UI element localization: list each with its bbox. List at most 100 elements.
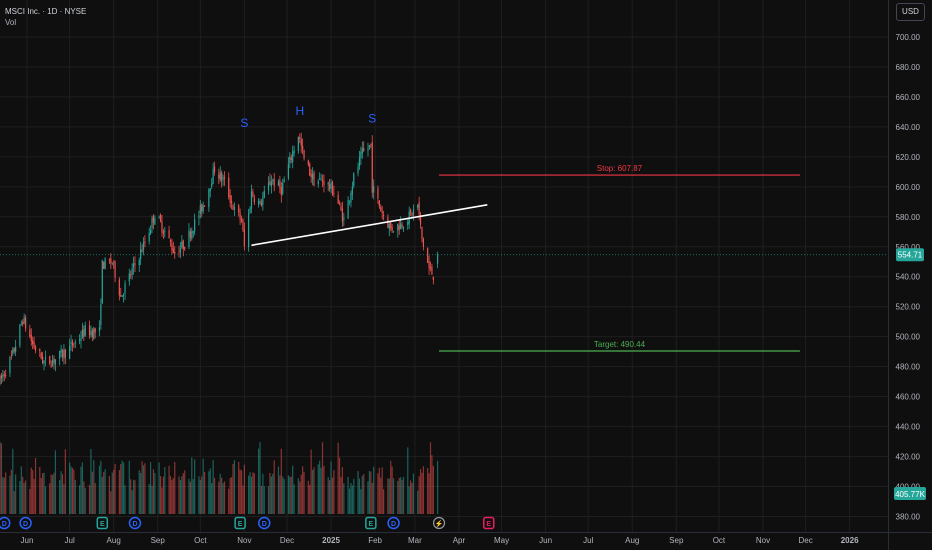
candle-body [131, 268, 133, 275]
dividend-marker[interactable] [387, 516, 400, 530]
volume-bar [418, 476, 420, 514]
earnings-marker[interactable] [365, 516, 377, 530]
candles [0, 132, 439, 386]
volume-bar [39, 466, 41, 514]
target-level-label: Target: 490.44 [594, 340, 646, 349]
volume-bar [161, 487, 163, 514]
volume-bar [259, 442, 261, 514]
volume-bar [158, 462, 160, 514]
candle-body [238, 205, 240, 213]
candle-body [33, 342, 35, 348]
volume-bar [151, 485, 153, 514]
price-tick-label: 480.00 [896, 363, 921, 372]
time-tick-label: 2025 [322, 536, 340, 545]
volume-bar [53, 472, 55, 514]
volume-bar [327, 477, 329, 514]
candle-body [179, 248, 182, 253]
candle-body [427, 248, 429, 263]
candle-body [32, 340, 34, 344]
candle-body [104, 258, 106, 269]
time-tick-label: Aug [625, 536, 639, 545]
upcoming-earnings-marker-label: E [486, 521, 491, 528]
candle-body [169, 240, 172, 243]
dividend-marker[interactable] [128, 516, 142, 530]
candle-body [398, 225, 400, 230]
volume-bar [198, 476, 200, 514]
candle-body [29, 329, 31, 337]
volume-bar [309, 484, 311, 514]
volume-bar [287, 475, 290, 514]
volume-bar [368, 471, 371, 514]
candle-body [240, 219, 243, 222]
volume-bar [141, 461, 143, 514]
candle-body [361, 148, 363, 154]
volume-bar [0, 443, 3, 514]
upcoming-earnings-marker[interactable] [483, 516, 495, 530]
dividend-marker[interactable] [19, 516, 32, 530]
volume-bar [42, 473, 44, 514]
news-marker[interactable] [432, 516, 446, 530]
candle-body [142, 241, 145, 250]
candle-body [350, 193, 352, 203]
volume-bar [313, 467, 315, 514]
volume-bar [431, 455, 433, 514]
candle-body [283, 179, 285, 183]
volume-bar [13, 491, 15, 514]
price-tick-label: 680.00 [896, 63, 921, 72]
candle-body [377, 188, 379, 199]
volume-bar [300, 474, 302, 514]
news-marker-label: ⚡ [435, 519, 444, 528]
volume-bar [358, 478, 361, 514]
volume-bar [40, 477, 42, 514]
volume-bar [351, 485, 353, 514]
volume-bar [178, 476, 180, 514]
volume-bar [279, 475, 281, 514]
volume-bar [310, 449, 312, 514]
earnings-marker[interactable] [96, 516, 109, 530]
volume-bar [367, 481, 369, 514]
candle-body [309, 164, 311, 176]
candle-body [201, 203, 203, 212]
volume-bar [263, 486, 265, 514]
volume-bar [84, 487, 86, 514]
candle-body [40, 352, 42, 359]
candle-body [330, 182, 332, 189]
volume-bar [290, 476, 292, 514]
candle-body [373, 186, 375, 193]
time-tick-label: Oct [713, 536, 726, 545]
volume-bar [391, 466, 393, 514]
symbol-title[interactable]: MSCI Inc. · 1D · NYSE [5, 7, 87, 16]
volume-bar [32, 469, 34, 514]
volume-bar [302, 466, 304, 514]
volume-bar [9, 475, 11, 514]
dividend-marker[interactable] [258, 516, 271, 530]
volume-bar [100, 460, 102, 514]
dividend-marker[interactable] [0, 516, 11, 530]
candle-body [162, 231, 164, 234]
candle-body [378, 200, 380, 207]
volume-bar [230, 477, 233, 514]
volume-bar [103, 472, 105, 514]
volume-bar [428, 473, 430, 514]
candle-body [188, 230, 190, 248]
candle-body [262, 197, 264, 205]
candle-body [60, 349, 62, 353]
candle-body [417, 204, 419, 208]
volume-bar [381, 467, 383, 514]
time-tick-label: Jul [65, 536, 75, 545]
candle-body [367, 148, 369, 151]
candle-body [158, 216, 160, 218]
candle-body [118, 279, 120, 296]
volume-bar [192, 479, 194, 514]
currency-button[interactable]: USD [896, 3, 925, 21]
candle-body [88, 325, 91, 336]
volume-bar [154, 472, 156, 514]
earnings-marker[interactable] [234, 516, 246, 530]
volume-bar [297, 478, 299, 514]
candle-body [310, 174, 312, 178]
volume-bar [253, 473, 255, 514]
volume-value-tag [894, 487, 926, 500]
volume-bar [229, 477, 231, 514]
